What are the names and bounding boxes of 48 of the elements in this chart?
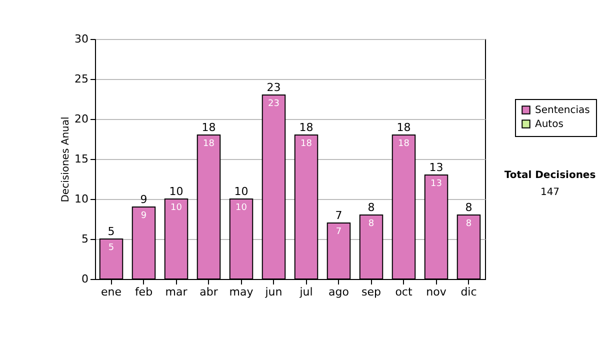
total-label: 8 (465, 201, 472, 214)
y-axis-title: Decisiones Anual (60, 116, 72, 202)
data-label: 18 (203, 139, 215, 149)
total-label: 9 (140, 193, 148, 206)
total-label: 18 (396, 121, 411, 134)
y-tick-label: 10 (74, 192, 88, 206)
data-label: 10 (236, 203, 248, 213)
total-label: 18 (299, 121, 314, 134)
total-label: 5 (108, 225, 115, 238)
data-label: 18 (300, 139, 312, 149)
total-label: 13 (429, 161, 444, 174)
text: 147 (539, 187, 561, 198)
data-label: 13 (430, 179, 442, 189)
total-label: 10 (234, 185, 248, 198)
x-tick-label: may (229, 286, 254, 298)
x-tick-label: mar (165, 286, 188, 298)
data-label: 23 (268, 99, 280, 109)
x-tick-label: feb (134, 286, 153, 298)
total-label: 8 (368, 201, 375, 214)
x-tick-label: abr (200, 286, 218, 298)
text: Total Decisiones (503, 170, 597, 181)
x-tick-label: sep (362, 286, 382, 298)
total-label: 23 (266, 81, 281, 94)
y-tick-label: 30 (74, 32, 88, 46)
x-tick-label: nov (426, 286, 447, 298)
x-tick-label: dic (460, 286, 477, 298)
x-tick-label: oct (395, 286, 413, 298)
total-label: 7 (335, 209, 342, 222)
data-label: 10 (170, 203, 182, 213)
data-label: 7 (336, 227, 342, 237)
legend-label: Autos (535, 119, 564, 130)
x-tick-label: ago (328, 286, 350, 298)
total-label: 10 (169, 185, 184, 198)
x-tick-label: jul (298, 286, 313, 298)
total-label: 18 (202, 121, 216, 134)
data-label: 18 (398, 139, 410, 149)
data-label: 5 (108, 243, 114, 253)
y-tick-label: 15 (74, 152, 88, 166)
legend-label: Sentencias (535, 105, 590, 116)
y-tick-label: 5 (82, 232, 88, 246)
y-tick-label: 25 (74, 72, 88, 86)
x-tick-label: ene (100, 286, 122, 298)
data-label: 8 (466, 219, 472, 229)
y-tick-label: 20 (74, 112, 88, 126)
x-tick-label: jun (264, 286, 282, 298)
data-label: 8 (368, 219, 374, 229)
y-tick-label: 0 (82, 272, 88, 286)
data-label: 9 (140, 211, 147, 221)
